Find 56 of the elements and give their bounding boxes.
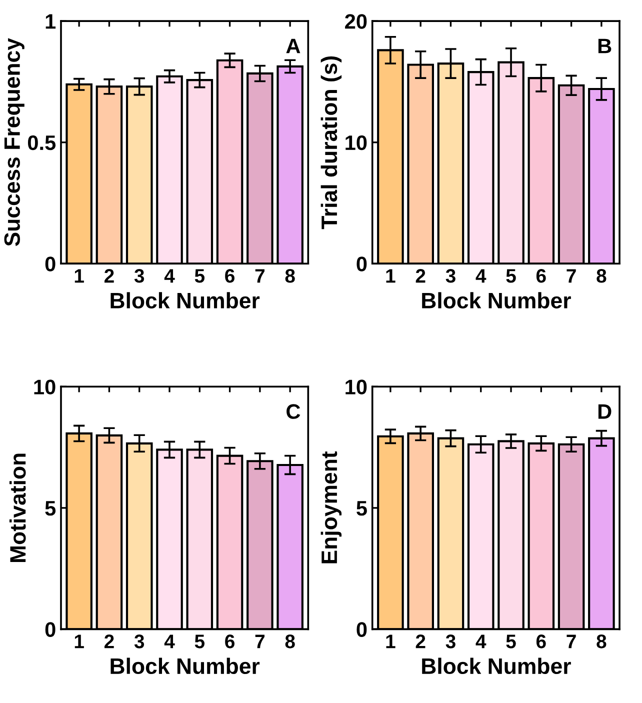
x-tick-label: 7 [566, 269, 576, 283]
annotation: A [286, 38, 300, 54]
y-tick-label: 0 [45, 256, 56, 272]
x-tick-label: 3 [134, 269, 144, 283]
x-tick-label: 2 [104, 634, 114, 648]
x-tick-label: 7 [255, 634, 264, 648]
annotation: B [598, 38, 612, 54]
x-tick-label: 6 [536, 634, 546, 648]
y-tick-label: 5 [356, 501, 367, 516]
x-tick-label: 5 [506, 634, 516, 648]
y-tick-label: 0 [356, 256, 367, 272]
y-axis-title: Trial duration (s) [320, 56, 342, 230]
x-tick-label: 5 [506, 269, 516, 283]
y-tick-label: 10 [346, 380, 367, 394]
x-axis-title: Block Number [110, 658, 260, 674]
x-axis-title: Block Number [422, 658, 571, 674]
x-tick-label: 4 [476, 634, 486, 648]
x-tick-label: 2 [104, 269, 114, 283]
annotation: D [598, 404, 612, 419]
y-tick-label: 1 [46, 14, 56, 29]
y-axis-title: Success Frequency [4, 38, 24, 246]
y-tick-label: 20 [345, 14, 367, 29]
x-tick-label: 5 [194, 269, 205, 283]
x-axis-title: Block Number [422, 292, 571, 308]
x-tick-label: 8 [596, 269, 606, 283]
y-axis-title: Enjoyment [320, 451, 342, 564]
x-tick-label: 2 [416, 634, 426, 648]
x-tick-label: 8 [285, 269, 295, 283]
x-tick-label: 8 [285, 634, 295, 648]
x-tick-label: 4 [164, 269, 175, 283]
x-tick-label: 7 [566, 634, 576, 648]
x-tick-label: 3 [134, 634, 144, 648]
y-tick-label: 0 [45, 622, 56, 637]
x-tick-label: 6 [225, 634, 234, 648]
x-axis-title: Block Number [110, 292, 260, 308]
y-tick-label: 10 [346, 135, 367, 150]
x-tick-label: 2 [416, 269, 426, 283]
x-tick-label: 3 [446, 634, 456, 648]
x-tick-label: 4 [164, 634, 175, 648]
y-axis-title: Motivation [9, 454, 26, 562]
x-tick-label: 1 [74, 269, 84, 283]
x-tick-label: 1 [386, 634, 396, 648]
y-tick-label: 10 [34, 380, 56, 394]
y-tick-label: 5 [45, 501, 56, 516]
x-tick-label: 6 [225, 269, 234, 283]
x-tick-label: 4 [476, 269, 486, 283]
x-tick-label: 3 [446, 269, 456, 283]
x-tick-label: 1 [74, 634, 84, 648]
x-tick-label: 1 [386, 269, 396, 283]
x-tick-label: 5 [194, 634, 205, 648]
x-tick-label: 7 [255, 269, 264, 283]
y-tick-label: 0 [356, 622, 367, 637]
annotation: C [286, 404, 300, 419]
x-tick-label: 6 [536, 269, 546, 283]
y-tick-label: 0.5 [28, 135, 56, 150]
x-tick-label: 8 [596, 634, 606, 648]
